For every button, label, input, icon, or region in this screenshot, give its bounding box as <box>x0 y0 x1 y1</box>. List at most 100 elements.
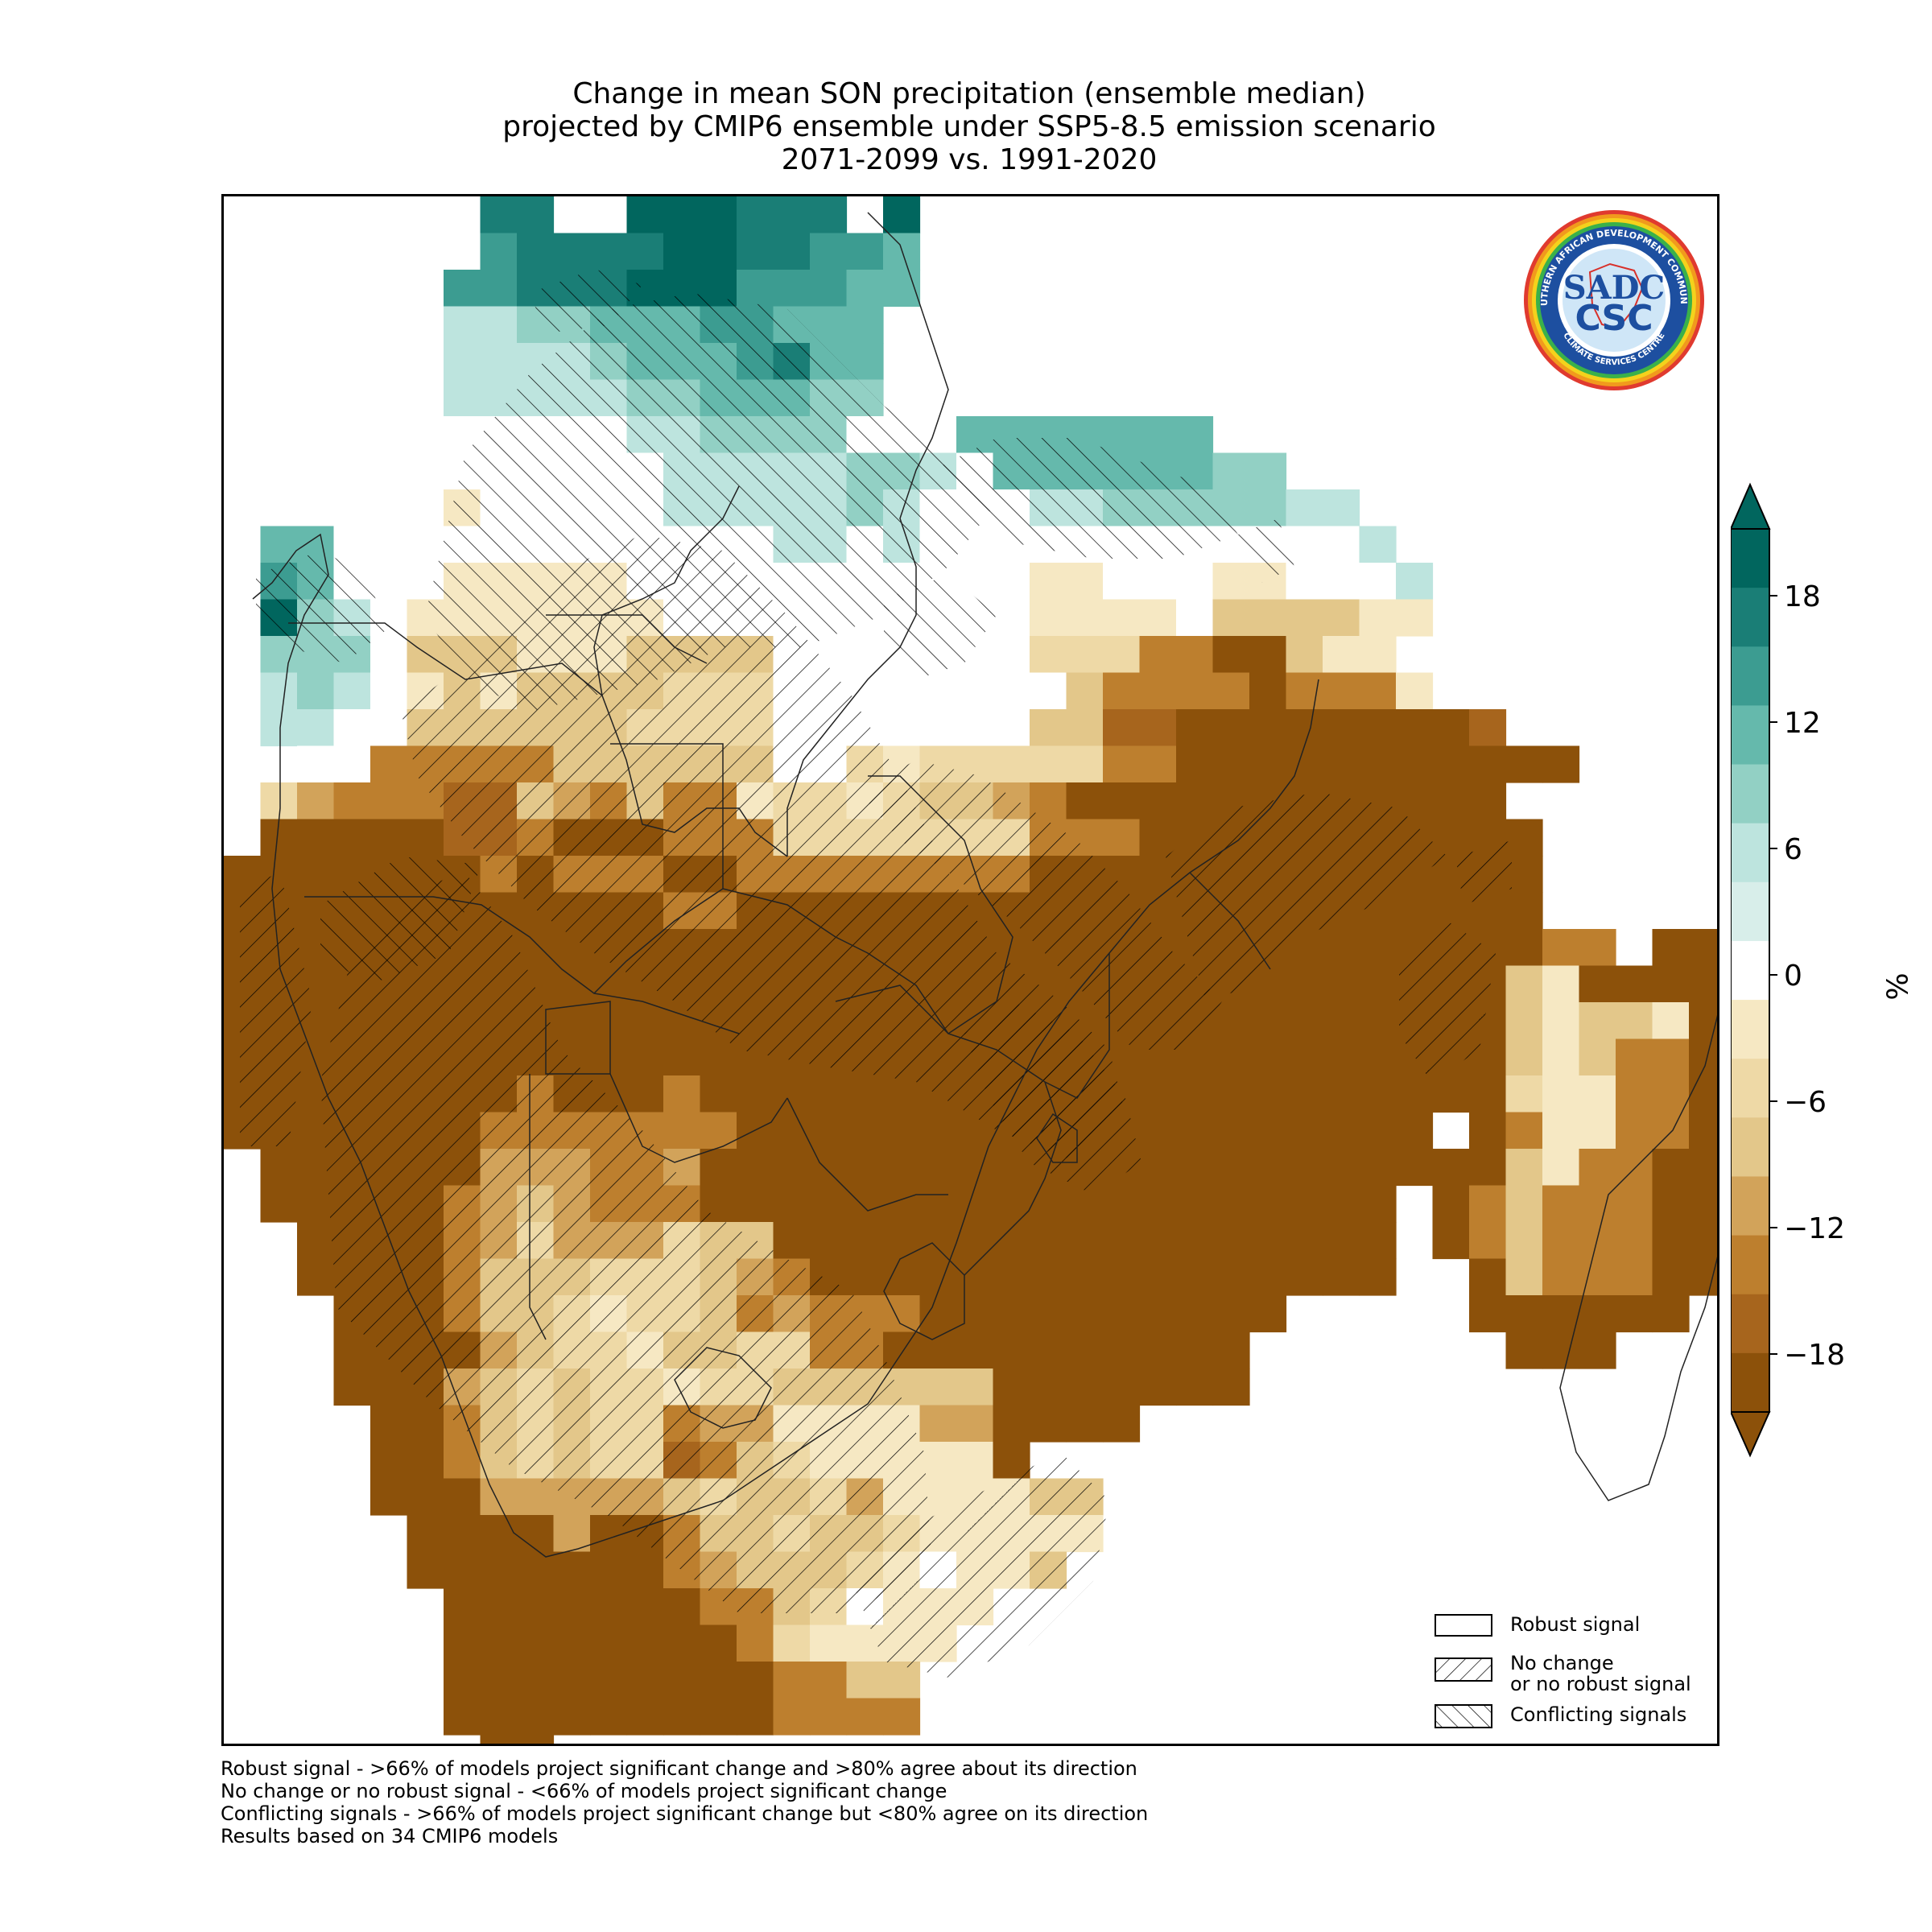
grid-cell <box>1689 1075 1717 1113</box>
grid-cell <box>297 1258 335 1296</box>
grid-cell <box>1542 1222 1580 1260</box>
country-border <box>883 1242 965 1340</box>
country-border <box>1189 872 1271 970</box>
grid-cell <box>700 1149 737 1187</box>
grid-cell <box>1249 489 1287 527</box>
grid-cell <box>1176 1149 1214 1187</box>
grid-cell <box>1505 856 1543 894</box>
grid-cell <box>663 1038 701 1076</box>
grid-cell <box>846 1149 884 1187</box>
grid-cell <box>1176 745 1214 783</box>
grid-cell <box>1139 416 1177 454</box>
legend-conflicting: Conflicting signals <box>1435 1704 1686 1728</box>
grid-cell <box>1176 416 1214 454</box>
grid-cell <box>590 965 628 1003</box>
grid-cell <box>1286 1038 1323 1076</box>
grid-cell <box>1652 1222 1690 1260</box>
grid-cell <box>1505 929 1543 967</box>
colorbar-segment <box>1731 823 1769 883</box>
grid-cell <box>773 1698 811 1736</box>
grid-cell <box>883 1258 921 1296</box>
grid-cell <box>1359 965 1397 1003</box>
grid-cell <box>1396 1075 1434 1113</box>
grid-cell <box>444 1551 481 1589</box>
grid-cell <box>1359 1038 1397 1076</box>
grid-cell <box>407 1478 444 1516</box>
grid-cell <box>1616 1295 1653 1333</box>
grid-cell <box>919 1368 957 1406</box>
sadc-csc-logo: SOUTHERN AFRICAN DEVELOPMENT COMMUNITY C… <box>1517 200 1707 393</box>
grid-cell <box>1689 1222 1717 1260</box>
grid-cell <box>663 233 701 270</box>
grid-cell <box>444 1515 481 1553</box>
legend-conflicting-label: Conflicting signals <box>1510 1703 1687 1726</box>
grid-cell <box>297 819 335 857</box>
grid-cell <box>737 1624 774 1662</box>
legend-swatch-back-hatch <box>1435 1704 1492 1728</box>
grid-cell <box>810 1698 848 1736</box>
grid-cell <box>1176 1222 1214 1260</box>
grid-cell <box>1323 745 1360 783</box>
grid-cell <box>1689 965 1717 1003</box>
grid-cell <box>1139 1258 1177 1296</box>
grid-cell <box>919 672 957 710</box>
grid-cell <box>1542 745 1580 783</box>
grid-cell <box>553 1624 591 1662</box>
grid-cell <box>333 709 371 747</box>
grid-cell <box>297 782 335 820</box>
colorbar: 18 12 6 0 −6 −12 −18 <box>1731 482 1845 1458</box>
colorbar-segment <box>1731 1176 1769 1236</box>
grid-cell <box>1652 965 1690 1003</box>
grid-cell <box>1139 1075 1177 1113</box>
grid-cell <box>480 1551 518 1589</box>
grid-cell <box>1359 1112 1397 1150</box>
grid-cell <box>1176 1112 1214 1150</box>
grid-cell <box>1542 1258 1580 1296</box>
grid-cell <box>993 709 1030 747</box>
grid-cell <box>1212 1075 1250 1113</box>
legend-robust-signal: Robust signal <box>1435 1614 1640 1637</box>
grid-cell <box>1579 965 1616 1003</box>
grid-cell <box>1030 745 1067 783</box>
grid-cell <box>1542 965 1580 1003</box>
grid-cell <box>773 196 811 234</box>
grid-cell <box>1103 1185 1141 1223</box>
logo-center-top: SADC <box>1563 269 1665 307</box>
hatch-no-robust-signal <box>320 873 932 1613</box>
grid-cell <box>993 1331 1030 1369</box>
grid-cell <box>553 1515 591 1553</box>
grid-cell <box>626 1588 664 1626</box>
grid-cell <box>1505 892 1543 930</box>
grid-cell <box>1212 1185 1250 1223</box>
grid-cell <box>1103 1222 1141 1260</box>
grid-cell <box>553 1662 591 1699</box>
grid-cell <box>846 306 884 344</box>
grid-cell <box>993 1368 1030 1406</box>
grid-cell <box>993 1295 1030 1333</box>
grid-cell <box>626 1624 664 1662</box>
grid-cell <box>1066 782 1104 820</box>
grid-cell <box>1469 1185 1507 1223</box>
legend-no-change-line-2: or no robust signal <box>1510 1673 1691 1695</box>
grid-cell <box>444 1662 481 1699</box>
grid-cell <box>1505 1185 1543 1223</box>
grid-cell <box>626 196 664 234</box>
grid-cell <box>517 1551 555 1589</box>
grid-cell <box>773 1662 811 1699</box>
grid-cell <box>1542 1149 1580 1187</box>
grid-cell <box>1030 599 1067 637</box>
grid-cell <box>1066 599 1104 637</box>
grid-cell <box>1212 1331 1250 1369</box>
grid-cell <box>737 233 774 270</box>
grid-cell <box>1359 929 1397 967</box>
grid-cell <box>1139 1331 1177 1369</box>
grid-cell <box>590 1588 628 1626</box>
grid-cell <box>260 526 298 564</box>
grid-cell <box>1616 1149 1653 1187</box>
grid-cell <box>1689 1002 1717 1040</box>
grid-cell <box>1542 1038 1580 1076</box>
footnote-no-change: No change or no robust signal - <66% of … <box>221 1780 947 1802</box>
colorbar-segment <box>1731 646 1769 706</box>
grid-cell <box>517 1735 555 1744</box>
grid-cell <box>1579 1222 1616 1260</box>
